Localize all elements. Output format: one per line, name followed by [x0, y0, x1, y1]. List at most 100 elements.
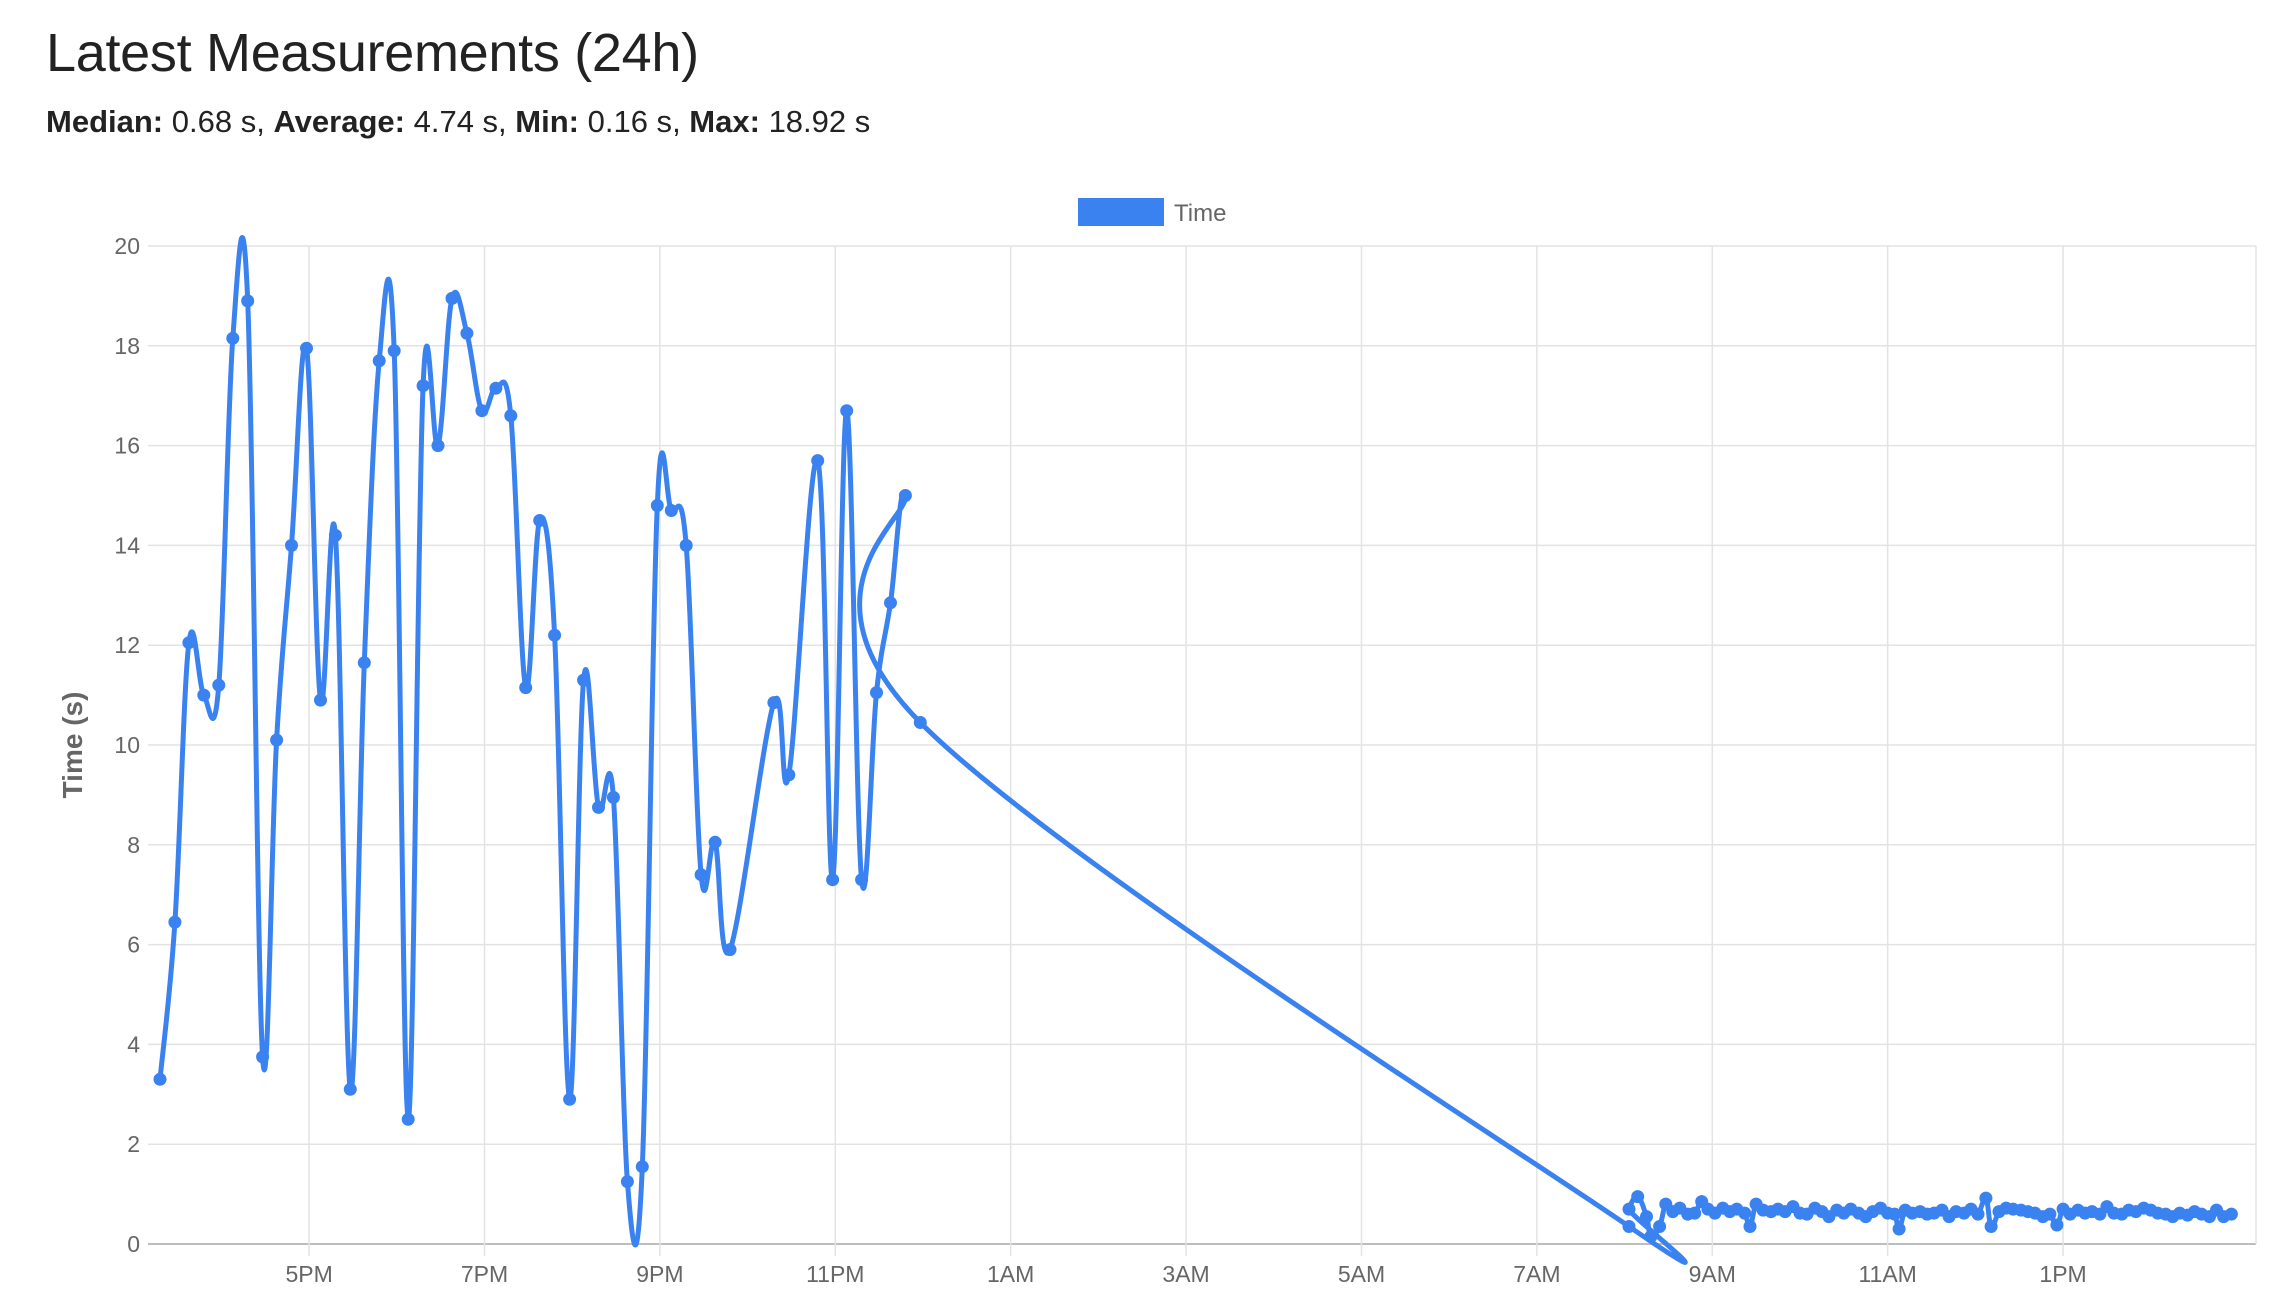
- data-point: [328, 528, 342, 542]
- data-point: [548, 628, 562, 642]
- stat-average-value: 4.74 s: [413, 104, 499, 139]
- data-point: [664, 504, 678, 517]
- data-point: [256, 1050, 270, 1064]
- x-tick-label: 11AM: [1858, 1261, 1916, 1287]
- data-point: [489, 381, 503, 395]
- y-tick-label: 10: [114, 732, 140, 758]
- data-point: [898, 489, 912, 502]
- data-point: [884, 596, 897, 610]
- y-tick-label: 4: [127, 1031, 140, 1057]
- x-tick-label: 1AM: [987, 1261, 1034, 1287]
- series-line-time: [157, 235, 2234, 1265]
- data-point: [782, 768, 796, 782]
- data-point: [1644, 1230, 1658, 1243]
- data-point: [1979, 1191, 1993, 1205]
- y-tick-label: 2: [127, 1131, 140, 1157]
- data-point: [840, 404, 854, 418]
- data-point: [1653, 1220, 1667, 1233]
- data-point: [679, 538, 693, 552]
- data-point: [387, 344, 401, 358]
- data-point: [1688, 1206, 1702, 1220]
- stat-max-value: 18.92 s: [768, 104, 871, 139]
- data-point: [2043, 1207, 2057, 1221]
- y-tick-label: 0: [127, 1231, 140, 1257]
- legend-swatch: [1078, 198, 1164, 226]
- stat-max-label: Max:: [689, 104, 760, 139]
- data-point: [431, 439, 445, 453]
- stat-median-value: 0.68 s: [171, 104, 257, 139]
- x-tick-label: 5AM: [1338, 1261, 1385, 1287]
- data-point: [1971, 1207, 1985, 1221]
- data-point: [445, 291, 459, 305]
- y-tick-label: 12: [114, 632, 140, 658]
- data-point: [1743, 1220, 1757, 1233]
- data-point: [620, 1175, 634, 1189]
- stat-min-value: 0.16 s: [587, 104, 673, 139]
- y-tick-label: 18: [114, 333, 140, 359]
- data-point: [416, 379, 430, 393]
- data-point: [300, 341, 313, 355]
- data-point: [197, 688, 211, 702]
- data-point: [577, 673, 591, 687]
- data-point: [460, 326, 474, 340]
- data-point: [2224, 1207, 2238, 1221]
- x-tick-label: 7AM: [1513, 1261, 1560, 1287]
- data-point: [1640, 1210, 1653, 1224]
- data-point: [811, 454, 825, 468]
- data-point: [563, 1092, 577, 1106]
- data-point: [270, 733, 284, 747]
- y-tick-label: 6: [127, 932, 140, 958]
- data-point: [212, 678, 226, 692]
- data-point: [153, 1072, 167, 1086]
- stat-average-label: Average:: [273, 104, 405, 139]
- data-point: [1622, 1220, 1636, 1233]
- y-tick-label: 8: [127, 832, 140, 858]
- data-point: [1631, 1190, 1645, 1204]
- data-point: [357, 656, 371, 670]
- data-point: [241, 294, 255, 308]
- data-point: [635, 1160, 649, 1174]
- data-point: [533, 514, 547, 527]
- x-tick-label: 3AM: [1162, 1261, 1209, 1287]
- data-point: [826, 873, 840, 887]
- data-point: [182, 636, 196, 650]
- y-tick-label: 14: [114, 532, 140, 558]
- data-point: [723, 943, 737, 957]
- data-point: [694, 868, 708, 882]
- data-point: [592, 800, 605, 814]
- x-tick-label: 9PM: [636, 1261, 683, 1287]
- data-point: [168, 915, 182, 929]
- data-point: [1738, 1206, 1752, 1220]
- data-point: [913, 716, 927, 729]
- data-point: [1892, 1222, 1906, 1236]
- y-tick-label: 20: [114, 233, 140, 259]
- page-title: Latest Measurements (24h): [46, 23, 699, 83]
- data-point: [870, 686, 883, 700]
- x-tick-label: 5PM: [285, 1261, 332, 1287]
- data-point: [2050, 1218, 2064, 1232]
- x-tick-label: 9AM: [1689, 1261, 1736, 1287]
- data-point: [1984, 1220, 1998, 1233]
- data-point: [401, 1112, 415, 1126]
- data-point: [372, 354, 386, 368]
- y-axis-title: Time (s): [57, 692, 88, 799]
- stat-median-label: Median:: [46, 104, 164, 139]
- legend-label: Time: [1174, 200, 1226, 227]
- data-point: [708, 835, 722, 849]
- data-point: [504, 409, 518, 423]
- data-point: [343, 1082, 357, 1096]
- data-point: [650, 499, 664, 512]
- stats-summary: Median: 0.68 s, Average: 4.74 s, Min: 0.…: [46, 104, 871, 139]
- data-point: [475, 404, 489, 418]
- data-point: [314, 693, 327, 707]
- data-point: [285, 538, 298, 552]
- data-point: [606, 790, 620, 804]
- data-point: [855, 873, 869, 887]
- y-tick-label: 16: [114, 433, 140, 459]
- x-tick-label: 7PM: [461, 1261, 508, 1287]
- stat-min-label: Min:: [515, 104, 579, 139]
- data-point: [226, 331, 240, 345]
- x-tick-label: 1PM: [2039, 1261, 2086, 1287]
